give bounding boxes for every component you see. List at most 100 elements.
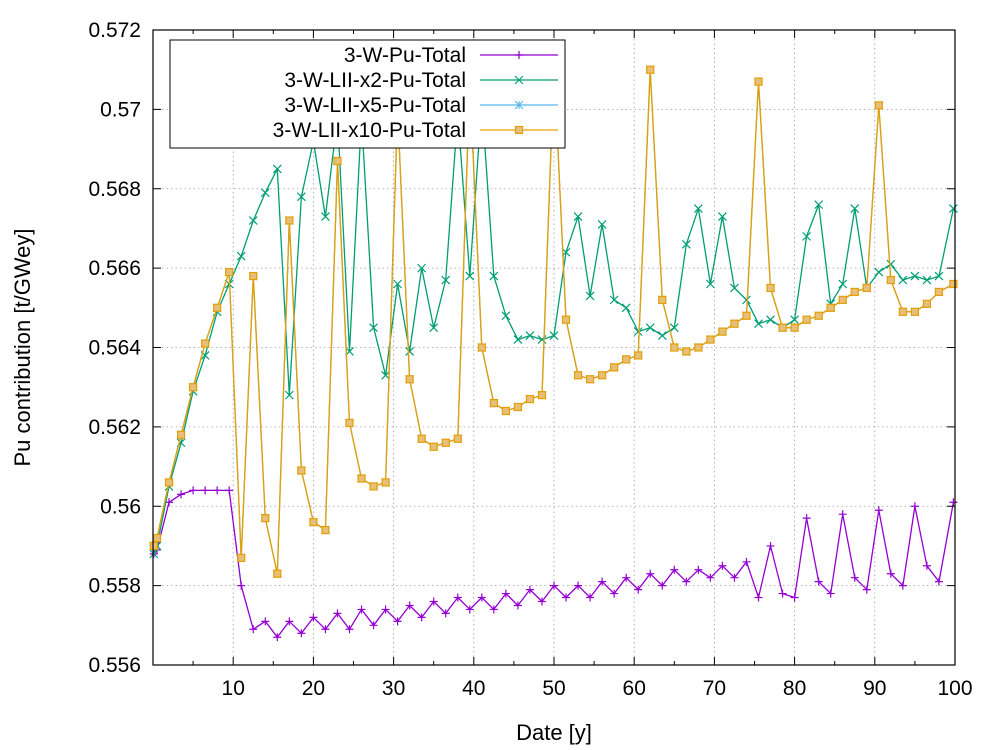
data-point	[237, 553, 246, 562]
data-point	[934, 271, 944, 281]
data-point	[838, 510, 847, 519]
data-point	[658, 581, 667, 590]
data-point	[790, 315, 800, 325]
data-point	[838, 295, 847, 304]
data-point	[441, 438, 450, 447]
legend-label: 3-W-LII-x2-Pu-Total	[284, 69, 466, 92]
data-point	[393, 279, 403, 289]
data-point	[862, 585, 871, 594]
data-point	[826, 589, 835, 598]
data-point	[248, 216, 258, 225]
data-point	[574, 581, 583, 590]
data-point	[934, 287, 944, 297]
data-point	[405, 601, 414, 610]
y-tick-label: 0.562	[88, 416, 141, 439]
data-point	[465, 605, 474, 614]
series-line	[153, 489, 955, 638]
data-point	[177, 490, 186, 499]
data-point	[201, 486, 210, 495]
y-tick-label: 0.568	[88, 178, 141, 201]
data-point	[213, 486, 222, 495]
data-point	[477, 343, 486, 352]
data-point	[489, 398, 498, 408]
data-point	[573, 371, 583, 380]
data-point	[272, 164, 282, 174]
data-point	[236, 251, 246, 261]
data-point	[573, 212, 583, 221]
data-point	[621, 303, 631, 313]
legend-marker	[514, 125, 524, 135]
data-point	[766, 283, 775, 293]
data-point	[814, 200, 824, 210]
data-point	[766, 541, 775, 550]
data-point	[790, 593, 799, 602]
data-point	[345, 418, 354, 428]
data-point	[898, 275, 908, 285]
data-point	[176, 430, 186, 439]
data-point	[321, 525, 330, 535]
data-point	[657, 331, 667, 341]
data-point	[910, 502, 919, 511]
data-point	[730, 283, 739, 293]
data-point	[862, 283, 871, 293]
data-point	[309, 613, 318, 622]
data-point	[922, 275, 932, 285]
data-point	[948, 204, 958, 214]
data-point	[429, 597, 438, 606]
data-point	[694, 565, 703, 574]
data-point	[717, 212, 727, 221]
legend-marker	[514, 100, 524, 110]
axis-ticks: 0.556 0.558 0.56 0.562 0.564 0.566 0.568 0.57 0.…	[88, 19, 972, 700]
data-point	[381, 605, 390, 614]
data-point	[297, 629, 306, 638]
data-point	[345, 625, 354, 634]
x-tick-label: 60	[623, 677, 646, 700]
data-point	[357, 605, 366, 614]
data-point	[622, 355, 631, 364]
data-point	[814, 311, 823, 320]
data-point	[261, 617, 270, 626]
data-point	[321, 212, 330, 221]
legend-marker	[515, 51, 523, 59]
data-point	[321, 625, 330, 634]
data-point	[886, 569, 895, 578]
data-point	[706, 573, 715, 582]
data-point	[237, 581, 246, 590]
data-point	[850, 573, 859, 582]
x-tick-label: 50	[542, 677, 565, 700]
data-point	[645, 323, 655, 333]
data-point	[694, 343, 703, 352]
data-point	[934, 577, 943, 586]
data-point	[766, 315, 775, 325]
legend-label: 3-W-LII-x10-Pu-Total	[273, 119, 466, 142]
data-point	[441, 275, 451, 285]
data-point	[910, 307, 920, 316]
data-point	[369, 621, 378, 630]
data-point	[634, 351, 643, 360]
data-point	[802, 315, 811, 324]
data-point	[742, 311, 751, 320]
data-point	[549, 331, 559, 341]
x-tick-label: 90	[863, 677, 886, 700]
data-point	[850, 204, 860, 214]
data-point	[610, 589, 619, 598]
data-point	[429, 442, 438, 451]
data-point	[405, 347, 415, 356]
data-point	[949, 279, 958, 289]
series-layer	[149, 61, 958, 642]
data-point	[273, 569, 282, 578]
data-point	[225, 486, 234, 495]
data-point	[189, 486, 198, 495]
data-point	[525, 394, 535, 404]
data-point	[802, 231, 812, 241]
data-point	[682, 577, 691, 586]
data-point	[501, 589, 510, 598]
data-point	[260, 188, 270, 198]
x-tick-label: 70	[703, 677, 726, 700]
data-point	[874, 267, 884, 277]
y-tick-label: 0.572	[88, 19, 141, 42]
y-axis-label: Pu contribution [t/GWey]	[10, 228, 35, 466]
data-point	[949, 498, 958, 507]
data-point	[465, 271, 475, 281]
